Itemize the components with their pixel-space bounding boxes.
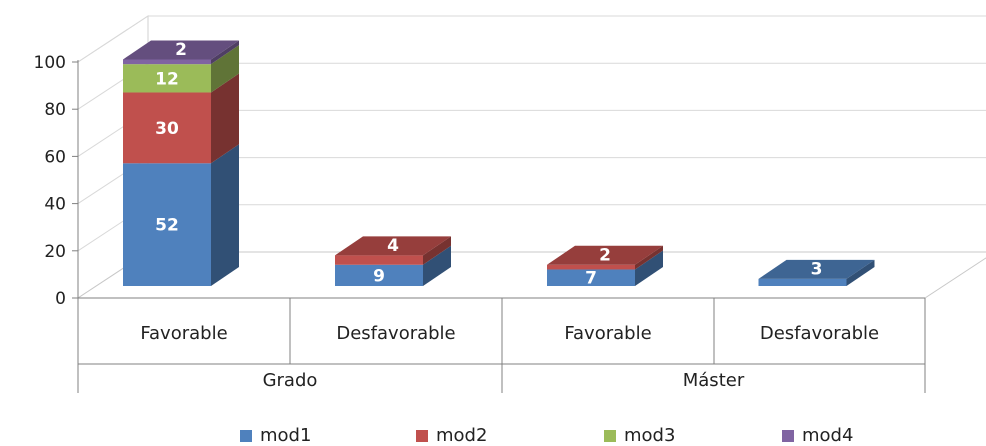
legend-item-mod4: mod4 [782, 425, 853, 446]
bar-top-mod2 [335, 236, 451, 256]
bar-side-mod2 [635, 245, 663, 270]
legend-label: mod3 [624, 425, 676, 446]
y-tick-label: 40 [44, 195, 66, 215]
gridline [77, 15, 986, 63]
bar-side-mod1 [423, 245, 451, 286]
category-label: Desfavorable [760, 323, 879, 344]
data-label: 12 [155, 69, 179, 89]
y-tick-label: 0 [55, 289, 66, 309]
legend-label: mod1 [260, 425, 312, 446]
bar-mod1 [758, 278, 847, 286]
bar-mod3 [123, 64, 211, 93]
bar-side-mod1 [846, 259, 875, 286]
bar-top-mod4 [123, 40, 239, 60]
bar-side-mod2 [211, 73, 239, 164]
data-label: 9 [373, 266, 385, 286]
legend-swatch [782, 429, 794, 442]
bar-mod2 [335, 255, 423, 265]
bar-side-mod2 [423, 236, 451, 265]
y-tick-label: 20 [44, 242, 66, 262]
legend-swatch [416, 429, 428, 442]
group-label: Máster [683, 370, 745, 391]
y-tick-label: 100 [34, 53, 66, 73]
legend-swatch [604, 429, 616, 442]
data-label: 4 [387, 236, 399, 256]
bar-side-mod1 [635, 250, 663, 286]
bar-mod4 [123, 59, 211, 65]
legend-swatch [240, 429, 252, 442]
data-label: 2 [175, 40, 187, 60]
bar-top-mod1 [758, 259, 875, 279]
bar-side-mod3 [211, 45, 239, 93]
y-tick-label: 60 [44, 147, 66, 167]
data-label: 30 [155, 119, 179, 139]
legend-item-mod3: mod3 [604, 425, 675, 446]
bar-side-mod1 [211, 144, 239, 286]
data-label: 2 [599, 245, 611, 265]
data-label: 52 [155, 216, 179, 236]
legend-item-mod2: mod2 [416, 425, 487, 446]
y-tick-label: 80 [44, 100, 66, 120]
category-label: Desfavorable [336, 323, 455, 344]
data-label: 7 [585, 269, 597, 289]
bar-mod2 [547, 264, 635, 270]
bar-top-mod2 [547, 245, 663, 265]
legend-label: mod2 [436, 425, 488, 446]
category-label: Favorable [140, 323, 227, 344]
bar-mod2 [123, 92, 211, 164]
legend-label: mod4 [802, 425, 854, 446]
group-label: Grado [263, 370, 318, 391]
bar-side-mod4 [211, 40, 239, 65]
legend-item-mod1: mod1 [240, 425, 311, 446]
bar-mod1 [547, 269, 635, 286]
bar-mod1 [123, 163, 211, 286]
legend: mod1 mod2 mod3 mod4 [0, 419, 986, 446]
data-label: 3 [811, 259, 823, 279]
category-label: Favorable [564, 323, 651, 344]
bar-mod1 [335, 264, 423, 286]
